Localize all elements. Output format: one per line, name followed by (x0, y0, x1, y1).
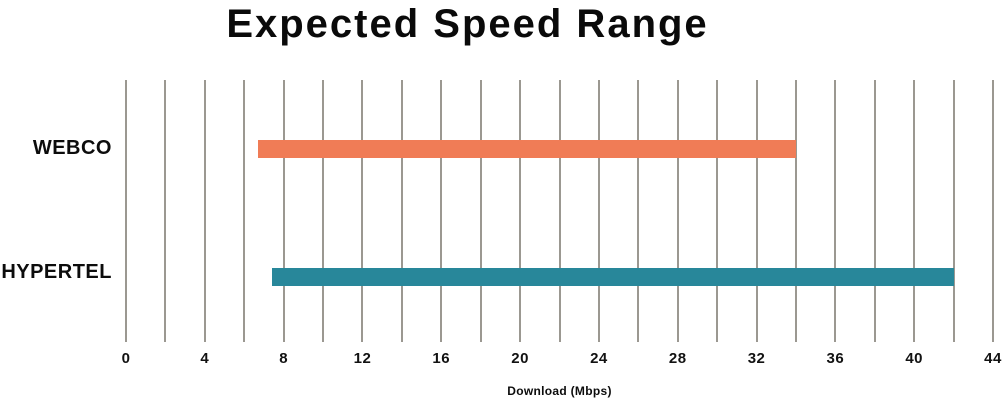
gridline (164, 80, 167, 342)
gridline (873, 80, 876, 342)
gridline (203, 80, 206, 342)
gridline (400, 80, 403, 342)
gridline (716, 80, 719, 342)
x-tick-label: 24 (590, 350, 608, 367)
gridline (952, 80, 955, 342)
gridline (479, 80, 482, 342)
gridline (992, 80, 994, 342)
gridline (676, 80, 679, 342)
gridline (834, 80, 837, 342)
range-bar-hypertel (271, 268, 954, 286)
gridline (913, 80, 916, 342)
x-tick-label: 32 (747, 350, 766, 367)
x-tick-label: 4 (200, 350, 210, 367)
x-tick-label: 44 (984, 350, 1002, 367)
x-tick-label: 28 (668, 350, 687, 367)
x-tick-label: 0 (121, 350, 131, 367)
x-tick-label: 20 (511, 350, 529, 367)
chart-title: Expected Speed Range (226, 2, 709, 46)
x-tick-label: 8 (279, 350, 289, 367)
gridline (125, 80, 127, 342)
gridline (597, 80, 600, 342)
gridline (755, 80, 758, 342)
x-tick-label: 16 (432, 350, 451, 367)
gridline (361, 80, 364, 342)
range-bar-webco (258, 140, 796, 158)
row-label-hypertel: HYPERTEL (1, 261, 112, 283)
gridline (282, 80, 285, 342)
x-tick-label: 36 (826, 350, 845, 367)
plot-area: WEBCO HYPERTEL 0 4 8 12 16 20 24 28 32 36 40 44 (1, 80, 1001, 367)
x-axis-label: Download (Mbps) (507, 384, 612, 398)
row-label-webco: WEBCO (32, 137, 112, 159)
x-tick-label: 40 (905, 350, 924, 367)
gridline (519, 80, 522, 342)
gridline (794, 80, 797, 342)
gridline (322, 80, 325, 342)
gridline (637, 80, 640, 342)
gridline (243, 80, 246, 342)
gridline (440, 80, 443, 342)
x-tick-label: 12 (353, 350, 372, 367)
gridline (558, 80, 561, 342)
